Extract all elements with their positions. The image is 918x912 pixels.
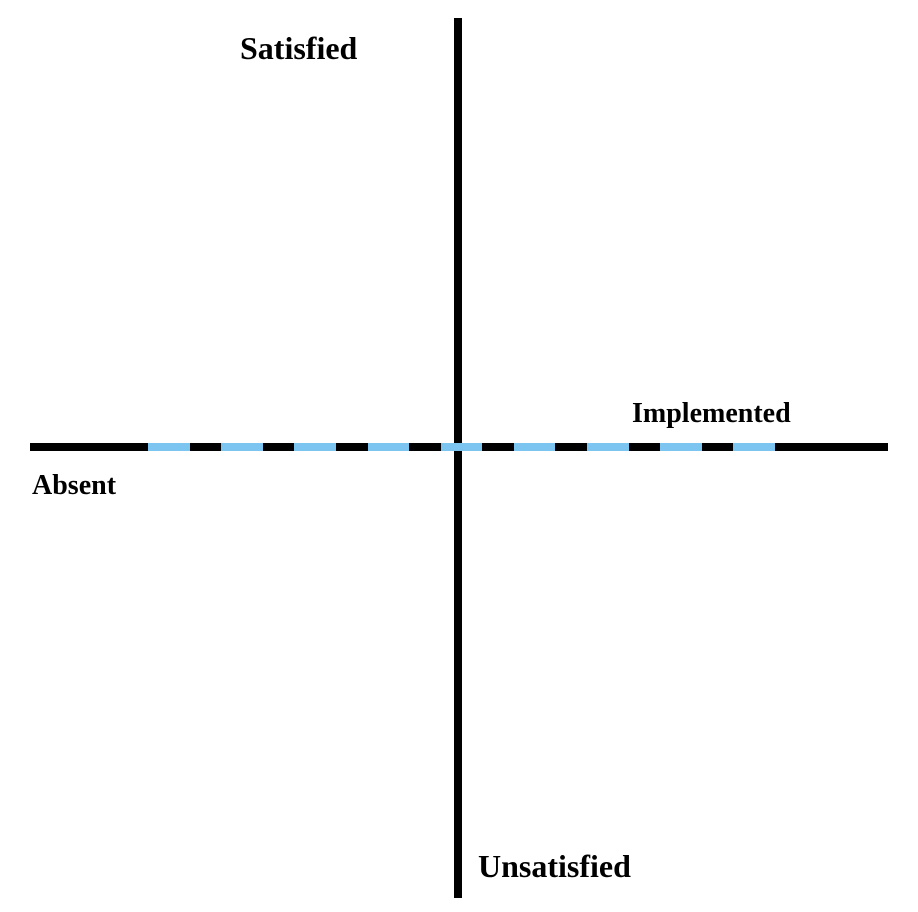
dash-gap (482, 443, 514, 451)
y-axis-bottom-label: Unsatisfied (478, 848, 631, 885)
quadrant-diagram: Satisfied Unsatisfied Absent Implemented (0, 0, 918, 912)
dash-gap (702, 443, 734, 451)
x-axis-left-label: Absent (32, 470, 116, 502)
dash-segment (441, 443, 483, 451)
indifferent-dashed-line (148, 443, 775, 451)
dash-gap (555, 443, 587, 451)
x-axis-right-label: Implemented (632, 398, 791, 430)
dash-gap (336, 443, 368, 451)
dash-segment (587, 443, 629, 451)
dash-segment (514, 443, 556, 451)
dash-gap (629, 443, 661, 451)
dash-gap (190, 443, 222, 451)
dash-segment (148, 443, 190, 451)
dash-gap (263, 443, 295, 451)
dash-segment (368, 443, 410, 451)
dash-segment (221, 443, 263, 451)
y-axis-top-label: Satisfied (240, 30, 357, 67)
dash-segment (733, 443, 775, 451)
dash-segment (294, 443, 336, 451)
dash-gap (409, 443, 441, 451)
vertical-axis (454, 18, 462, 898)
dash-segment (660, 443, 702, 451)
